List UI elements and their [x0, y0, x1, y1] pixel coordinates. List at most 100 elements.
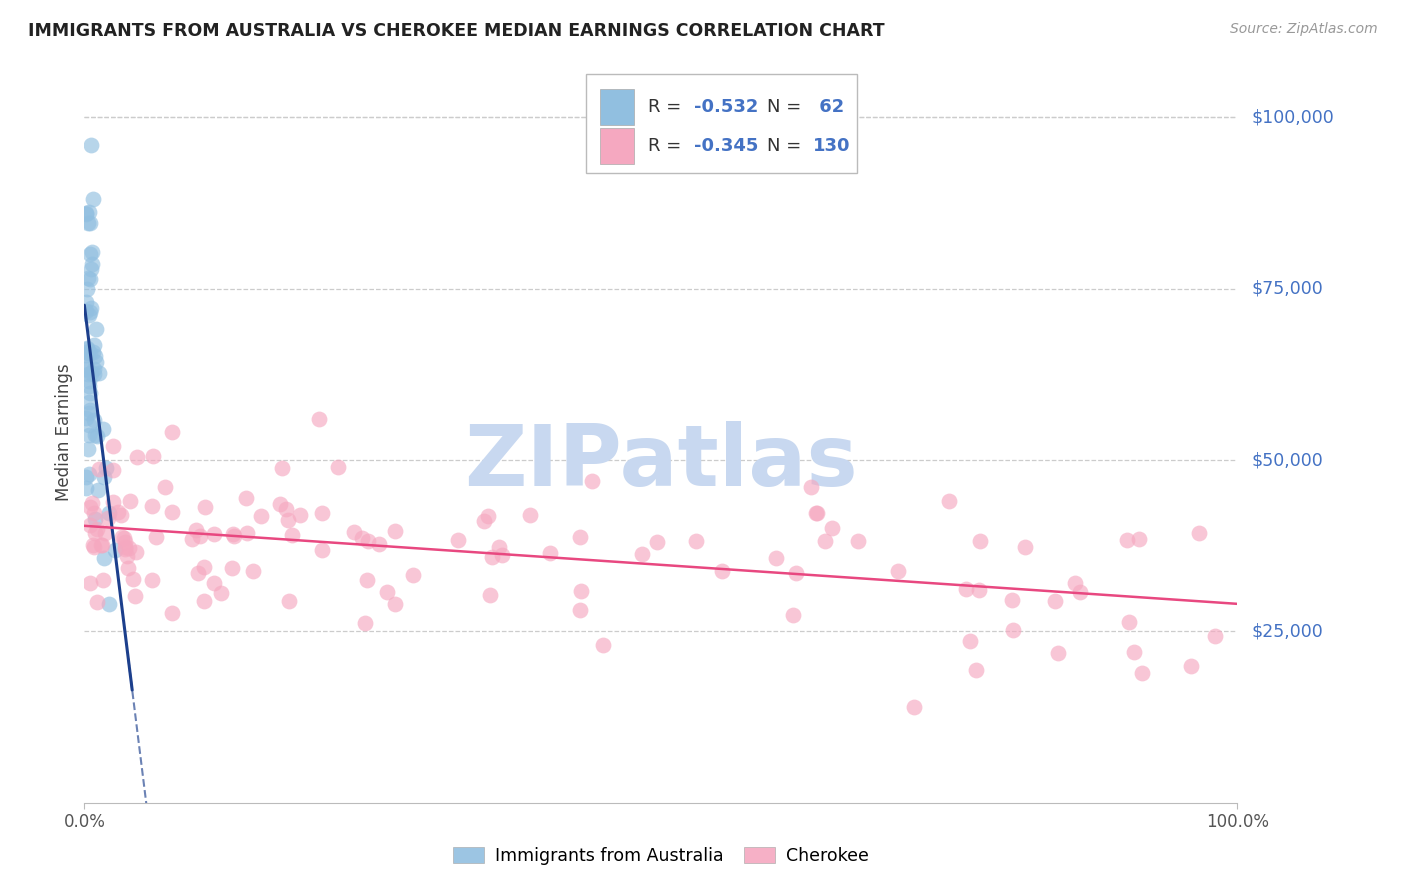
Y-axis label: Median Earnings: Median Earnings [55, 364, 73, 501]
FancyBboxPatch shape [586, 73, 856, 173]
Point [80, 301, 103, 316]
Point [569, 602, 592, 616]
Point [75, 362, 97, 376]
Text: ZIPatlas: ZIPatlas [464, 421, 858, 504]
Point [75, 470, 97, 484]
Point [79, 305, 101, 319]
Point [77, 368, 100, 382]
Point [1001, 593, 1024, 607]
Point [193, 560, 215, 574]
Point [141, 573, 163, 587]
Text: 130: 130 [813, 137, 851, 155]
Point [79, 386, 101, 401]
Point [488, 540, 510, 554]
Point [710, 564, 733, 578]
Point [82, 192, 104, 206]
Point [82, 538, 104, 552]
Point [519, 508, 541, 522]
Point [83, 349, 105, 363]
Text: IMMIGRANTS FROM AUSTRALIA VS CHEROKEE MEDIAN EARNINGS CORRELATION CHART: IMMIGRANTS FROM AUSTRALIA VS CHEROKEE ME… [28, 22, 884, 40]
Point [79, 575, 101, 590]
Point [1063, 575, 1085, 590]
Point [76, 282, 98, 296]
Point [82, 256, 104, 270]
Point [86, 595, 108, 609]
Point [83, 540, 105, 554]
Point [965, 664, 987, 678]
Point [685, 534, 707, 549]
Bar [600, 89, 634, 125]
Point [357, 533, 380, 548]
Point [402, 568, 425, 582]
Point [77, 406, 100, 420]
Point [80, 137, 103, 152]
Point [765, 551, 787, 566]
Point [250, 509, 273, 524]
Point [141, 500, 163, 514]
Point [103, 495, 125, 509]
Point [194, 500, 217, 514]
Point [806, 506, 828, 520]
Point [903, 699, 925, 714]
Point [236, 526, 259, 541]
Point [83, 413, 105, 427]
Point [83, 526, 105, 541]
Point [75, 348, 97, 362]
Point [125, 545, 148, 559]
Point [79, 500, 101, 514]
Point [186, 523, 208, 537]
Point [222, 527, 245, 541]
Point [1118, 615, 1140, 630]
Point [91, 573, 114, 587]
Point [101, 463, 124, 477]
Point [84, 355, 107, 369]
Point [477, 509, 499, 524]
Point [804, 506, 827, 520]
Point [343, 524, 366, 539]
Point [569, 584, 592, 599]
Point [1204, 629, 1226, 643]
Point [77, 205, 100, 219]
Text: 62: 62 [813, 98, 844, 116]
Point [479, 588, 502, 602]
Point [631, 547, 654, 561]
Text: $75,000: $75,000 [1251, 280, 1323, 298]
Point [75, 206, 97, 220]
Point [209, 586, 232, 600]
Point [120, 494, 142, 508]
Point [75, 295, 97, 310]
Point [98, 597, 121, 611]
Point [180, 533, 202, 547]
Text: Source: ZipAtlas.com: Source: ZipAtlas.com [1230, 22, 1378, 37]
Point [83, 362, 105, 376]
Point [76, 342, 98, 356]
Point [114, 535, 136, 549]
Point [160, 425, 183, 440]
Point [86, 522, 108, 536]
Point [114, 541, 136, 555]
Point [94, 461, 117, 475]
Point [1047, 646, 1070, 660]
Point [846, 533, 869, 548]
Point [77, 467, 100, 482]
Point [79, 272, 101, 286]
Point [142, 449, 165, 463]
Point [112, 532, 135, 546]
Point [278, 594, 301, 608]
Point [222, 529, 245, 543]
Point [79, 262, 101, 277]
Point [221, 561, 243, 575]
Point [117, 561, 139, 575]
Point [86, 428, 108, 442]
Point [125, 450, 148, 464]
Point [281, 528, 304, 542]
Point [202, 575, 225, 590]
Point [1001, 623, 1024, 637]
Point [121, 572, 143, 586]
Point [111, 530, 134, 544]
Text: R =: R = [648, 137, 688, 155]
Point [118, 541, 141, 555]
Point [193, 594, 215, 608]
Point [311, 543, 333, 558]
Point [959, 634, 981, 648]
